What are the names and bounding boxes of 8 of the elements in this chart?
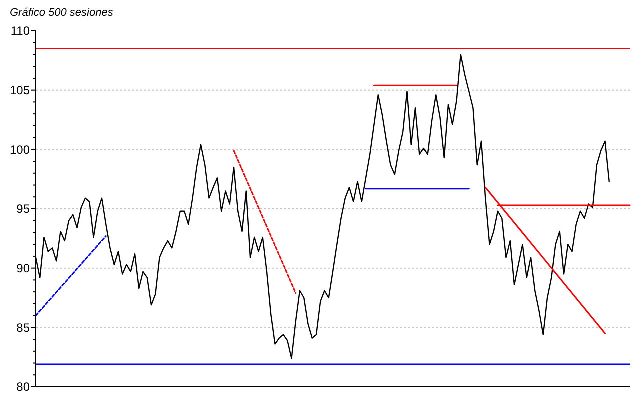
y-tick-label: 80 [16,380,30,394]
y-tick-label: 110 [10,24,30,38]
y-tick-label: 85 [16,320,30,335]
y-tick-label: 105 [10,84,30,98]
y-tick-label: 90 [16,262,30,276]
y-tick-label: 95 [16,202,30,216]
y-tick-label: 100 [10,142,30,157]
chart-title: Gráfico 500 sesiones [10,7,114,19]
